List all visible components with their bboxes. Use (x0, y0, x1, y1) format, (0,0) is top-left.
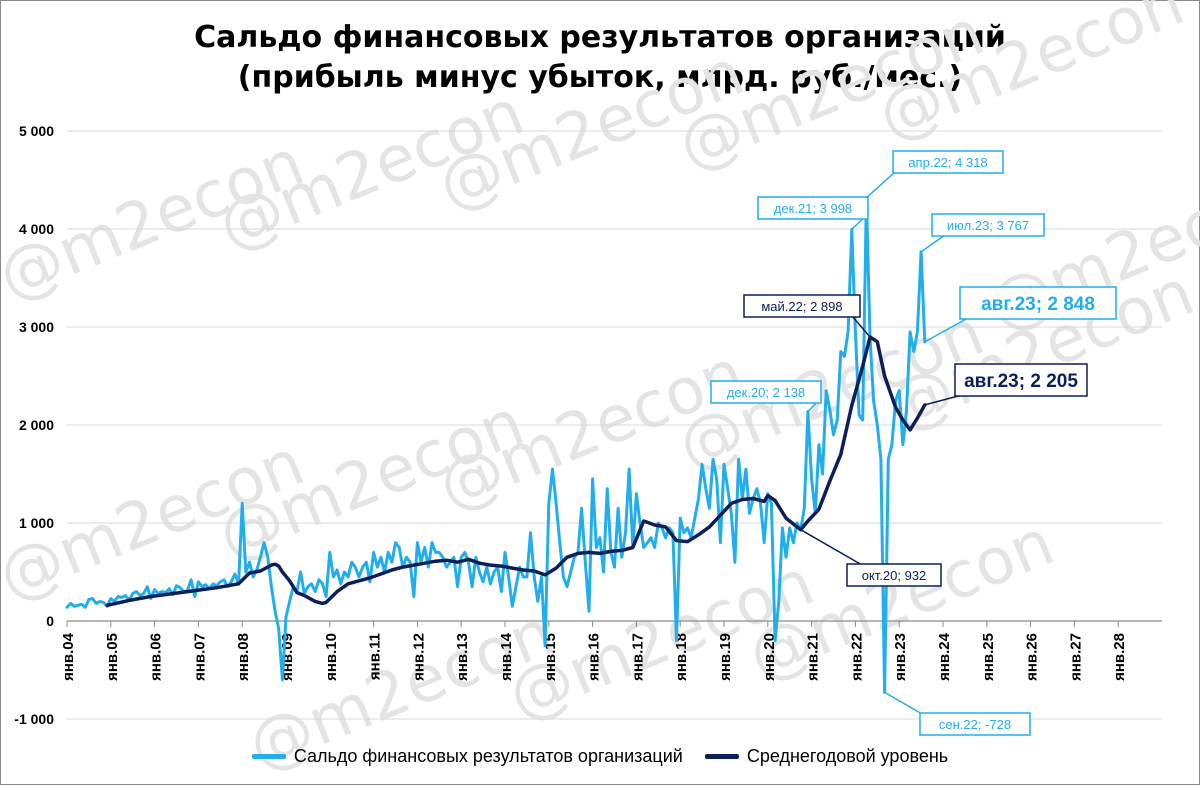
series-line-average (105, 335, 927, 608)
annotation-leader (851, 315, 871, 338)
annotation-label: июл.23; 3 767 (947, 218, 1029, 233)
x-tick-label: янв.23 (892, 633, 909, 681)
x-tick-label: янв.22 (848, 633, 865, 681)
legend-label-average: Среднегодовой уровень (746, 745, 949, 766)
legend-label-monthly: Сальдо финансовых результатов организаци… (293, 745, 683, 766)
x-tick-label: янв.20 (761, 633, 778, 681)
annotation-box (954, 363, 1088, 397)
y-tick-label: 4 000 (19, 221, 54, 237)
series-layer (65, 196, 927, 694)
x-tick-label: янв.06 (148, 633, 165, 681)
y-tick-label: -1 000 (14, 711, 54, 727)
annotation-label: дек.21; 3 998 (774, 201, 852, 216)
x-tick-label: янв.13 (454, 633, 471, 681)
chart-title: Сальдо финансовых результатов организаци… (0, 18, 1200, 98)
annotation-label: авг.23; 2 205 (964, 371, 1078, 392)
x-tick-label: янв.16 (586, 633, 603, 681)
annotation-leader (884, 691, 923, 715)
chart-subtitle: (прибыль минус убыток, млрд. руб./мес.) (237, 60, 963, 95)
chart-title-line1: Сальдо финансовых результатов организаци… (194, 20, 1006, 55)
annotation-box (846, 563, 942, 587)
annotation-label: апр.22; 4 318 (908, 155, 987, 170)
x-tick-label: янв.04 (60, 632, 77, 681)
legend-swatch-monthly (251, 753, 286, 759)
x-tick-label: янв.17 (629, 633, 646, 681)
annotation-leader (920, 234, 946, 253)
annotation-label: май.22; 2 898 (761, 299, 842, 314)
x-tick-label: янв.11 (367, 633, 384, 680)
annotation-box (931, 213, 1045, 237)
annotation-box (757, 196, 869, 220)
legend-item-monthly: Сальдо финансовых результатов организаци… (251, 745, 683, 767)
annotation-leader (800, 529, 863, 566)
x-tick-label: янв.19 (717, 633, 734, 681)
annotation-box (710, 380, 822, 404)
y-tick-label: 5 000 (19, 123, 54, 139)
annotation-box (892, 150, 1004, 174)
annotation-label: дек.20; 2 138 (727, 385, 805, 400)
annotation-layer: дек.21; 3 998 апр.22; 4 318 июл.23; 3 767 а… (710, 150, 1117, 736)
annotation-box (959, 286, 1117, 320)
legend: Сальдо финансовых результатов организаци… (0, 741, 1200, 771)
annotation-box (743, 294, 861, 318)
annotation-leader (865, 171, 896, 199)
x-tick-label: янв.18 (673, 633, 690, 681)
x-tick-label: янв.14 (498, 632, 515, 681)
x-tick-label: янв.27 (1067, 633, 1084, 681)
x-tick-label: янв.08 (235, 633, 252, 681)
x-tick-label: янв.05 (104, 633, 121, 681)
legend-swatch-average (704, 753, 739, 759)
x-tick-label: янв.25 (980, 633, 997, 681)
y-axis: 5 000 4 000 3 000 2 000 1 000 0 -1 000 (14, 123, 54, 727)
y-tick-label: 2 000 (19, 417, 54, 433)
legend-item-average: Среднегодовой уровень (704, 745, 949, 767)
annotation-box (919, 712, 1031, 736)
y-tick-label: 1 000 (19, 515, 54, 531)
x-tick-label: янв.07 (191, 633, 208, 681)
x-tick-label: янв.10 (323, 633, 340, 681)
annotation-leader (924, 317, 969, 343)
x-tick-label: янв.21 (805, 633, 822, 681)
x-axis: янв.04 янв.05 янв.06 янв.07 янв.08 янв.09 янв.… (60, 621, 1128, 681)
x-tick-label: янв.26 (1024, 633, 1041, 681)
x-tick-label: янв.28 (1111, 633, 1128, 681)
annotation-label: окт.20; 932 (862, 568, 927, 583)
y-tick-label: 3 000 (19, 319, 54, 335)
annotation-label: сен.22; -728 (939, 717, 1011, 732)
x-tick-label: янв.12 (410, 633, 427, 681)
annotation-label: авг.23; 2 848 (981, 294, 1095, 315)
y-tick-label: 0 (46, 613, 54, 629)
x-tick-label: янв.24 (936, 632, 953, 681)
